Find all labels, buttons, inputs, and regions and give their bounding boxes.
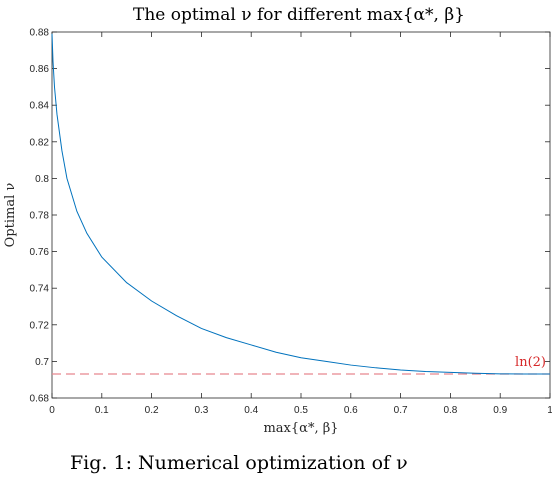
y-axis: 0.68 0.7 0.72 0.74 0.76 0.78 0.8 0.82 0.84 0.86 0.… — [30, 28, 550, 405]
y-tick-label: 0.8 — [35, 174, 49, 185]
y-tick-label: 0.86 — [30, 64, 50, 75]
x-tick-label: 0.3 — [194, 405, 208, 416]
x-tick-label: 0.4 — [244, 405, 258, 416]
y-tick-label: 0.74 — [30, 284, 50, 295]
y-tick-label: 0.78 — [30, 211, 50, 222]
x-tick-label: 0 — [49, 405, 55, 416]
chart-svg: The optimal ν for different max{α*, β} 0… — [3, 5, 552, 436]
y-tick-label: 0.84 — [30, 101, 50, 112]
x-tick-label: 0.7 — [394, 405, 408, 416]
y-tick-label: 0.76 — [30, 247, 50, 258]
chart-title: The optimal ν for different max{α*, β} — [133, 5, 465, 25]
y-axis-label: Optimal ν — [3, 183, 18, 248]
x-axis-label: max{α*, β} — [263, 421, 338, 436]
x-axis: 0 0.1 0.2 0.3 0.4 0.5 0.6 0.7 0.8 0.9 1 — [49, 32, 552, 416]
x-tick-label: 0.2 — [145, 405, 159, 416]
figure-caption: Fig. 1: Numerical optimization of ν — [70, 452, 408, 474]
ln2-annotation: ln(2) — [515, 355, 546, 370]
y-tick-label: 0.88 — [30, 28, 50, 39]
y-tick-label: 0.7 — [35, 357, 49, 368]
x-tick-label: 0.6 — [344, 405, 358, 416]
x-tick-label: 0.9 — [493, 405, 507, 416]
plot-frame — [51, 31, 551, 399]
x-tick-label: 0.5 — [294, 405, 308, 416]
x-tick-label: 0.8 — [443, 405, 457, 416]
y-tick-label: 0.82 — [30, 137, 50, 148]
y-tick-label: 0.68 — [30, 394, 50, 405]
x-tick-label: 1 — [547, 405, 552, 416]
y-tick-label: 0.72 — [30, 320, 50, 331]
x-tick-label: 0.1 — [95, 405, 109, 416]
optimal-nu-curve — [51, 33, 550, 375]
